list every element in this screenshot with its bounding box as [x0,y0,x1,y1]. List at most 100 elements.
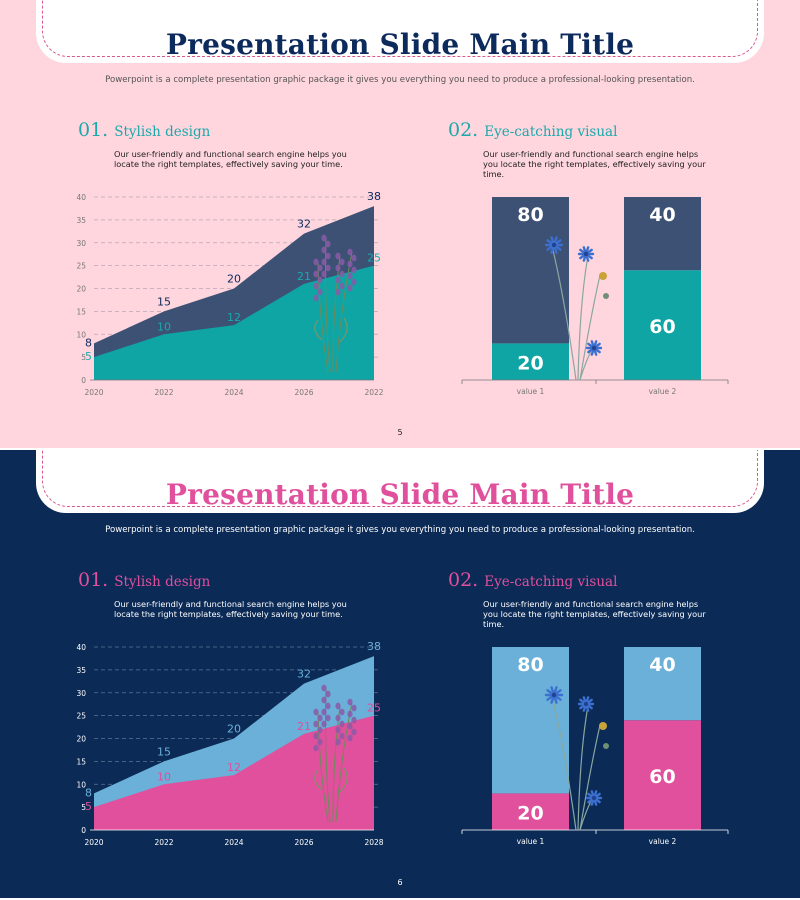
lavender-bud [321,258,327,266]
bar-segment-series-1 [624,270,701,380]
slide-6: Presentation Slide Main Title Powerpoint… [0,450,800,898]
title-card [36,450,764,513]
lavender-illustration [313,234,357,373]
series-1-area [94,715,374,830]
series-1-data-label: 10 [157,770,171,783]
section-1-heading: 01. Stylish design [78,569,210,591]
slide-5: Presentation Slide Main Title Powerpoint… [0,0,800,448]
lavender-bud [317,288,323,296]
lavender-bud [347,698,353,706]
bar-data-label-series-1: 20 [517,353,543,375]
cornflower-stem [551,695,577,831]
cornflower-bud [603,743,609,749]
lavender-bud [321,708,327,716]
y-tick-label: 25 [76,712,86,721]
lavender-bud [351,266,357,274]
cornflower-bud [603,293,609,299]
y-tick-label: 10 [76,330,86,339]
series-2-data-label: 38 [367,640,381,653]
lavender-bud [335,738,341,746]
section-1-heading: 01. Stylish design [78,119,210,141]
lavender-bud [317,726,323,734]
lavender-bud [347,710,353,718]
bar-data-label-series-1: 20 [517,803,543,825]
lavender-bud [335,264,341,272]
area-chart: 0 5 10 15 20 25 30 35 40 2020 2022 2024 2026 2022 8 15 2… [76,190,383,397]
section-1-body: Our user-friendly and functional search … [114,149,347,169]
bar-segment-series-1 [624,720,701,830]
x-tick-label: 2020 [84,838,103,847]
lavender-bud [339,732,345,740]
lavender-bud [339,282,345,290]
y-tick-label: 5 [81,353,86,362]
lavender-bud [347,284,353,292]
lavender-bud [321,234,327,242]
series-2-data-label: 32 [297,218,311,231]
y-tick-label: 40 [76,193,86,202]
section-2-heading: 02. Eye-catching visual [448,569,617,591]
lavender-bud [339,270,345,278]
lavender-bud [321,684,327,692]
lavender-bud [313,708,319,716]
lavender-bud [317,714,323,722]
series-1-data-label: 12 [227,311,241,324]
lavender-bud [313,720,319,728]
bar-data-label-series-2: 80 [517,654,543,676]
y-tick-label: 0 [81,826,86,835]
cornflower-stem [579,724,601,831]
page-number: 6 [397,878,403,887]
lavender-bud [321,270,327,278]
stacked-bar-chart: 20 80 value 1 60 40 value 2 [461,647,729,846]
bar-segment-series-1 [492,793,569,830]
lavender-bud [339,708,345,716]
y-tick-label: 10 [76,780,86,789]
title-card [36,0,764,63]
lavender-bud [335,276,341,284]
y-tick-label: 20 [76,735,86,744]
lavender-bud [351,728,357,736]
y-tick-label: 30 [76,239,86,248]
bar-segment-series-2 [492,197,569,344]
bar-data-label-series-2: 40 [649,204,675,226]
x-tick-label: 2024 [224,388,243,397]
lavender-illustration [313,684,357,823]
slide-gap [0,448,800,450]
lavender-bud [347,260,353,268]
slide-subtitle: Powerpoint is a complete presentation gr… [105,525,695,535]
lavender-stem [325,237,331,373]
series-2-data-label: 8 [85,336,92,349]
section-1-number: 01. [78,119,109,141]
lavender-bud [313,732,319,740]
y-tick-label: 35 [76,666,86,675]
cornflower-center [591,795,597,801]
x-tick-label: 2026 [294,388,313,397]
series-1-data-label: 25 [367,702,381,715]
section-2-body: Our user-friendly and functional search … [483,599,706,629]
series-1-data-label: 25 [367,252,381,265]
y-tick-label: 30 [76,689,86,698]
x-tick-label: 2022 [154,838,173,847]
x-tick-label: 2028 [364,838,383,847]
cornflower-illustration [544,686,609,831]
lavender-bud [321,696,327,704]
lavender-bud [335,726,341,734]
series-2-data-label: 8 [85,786,92,799]
series-2-data-label: 15 [157,745,171,758]
cornflower-center [583,701,589,707]
lavender-bud [335,288,341,296]
bar-data-label-series-2: 80 [517,204,543,226]
series-2-data-label: 20 [227,723,241,736]
slide-title: Presentation Slide Main Title [165,478,635,511]
cornflower-stem [577,255,589,381]
lavender-bud [351,704,357,712]
y-tick-label: 15 [76,307,86,316]
lavender-bud [351,278,357,286]
y-tick-label: 15 [76,757,86,766]
bar-category-label: value 1 [517,837,545,846]
series-2-data-label: 32 [297,668,311,681]
lavender-bud [335,714,341,722]
section-2-number: 02. [448,569,479,591]
series-1-data-label: 10 [157,320,171,333]
lavender-leaf [314,317,348,343]
lavender-bud [351,254,357,262]
